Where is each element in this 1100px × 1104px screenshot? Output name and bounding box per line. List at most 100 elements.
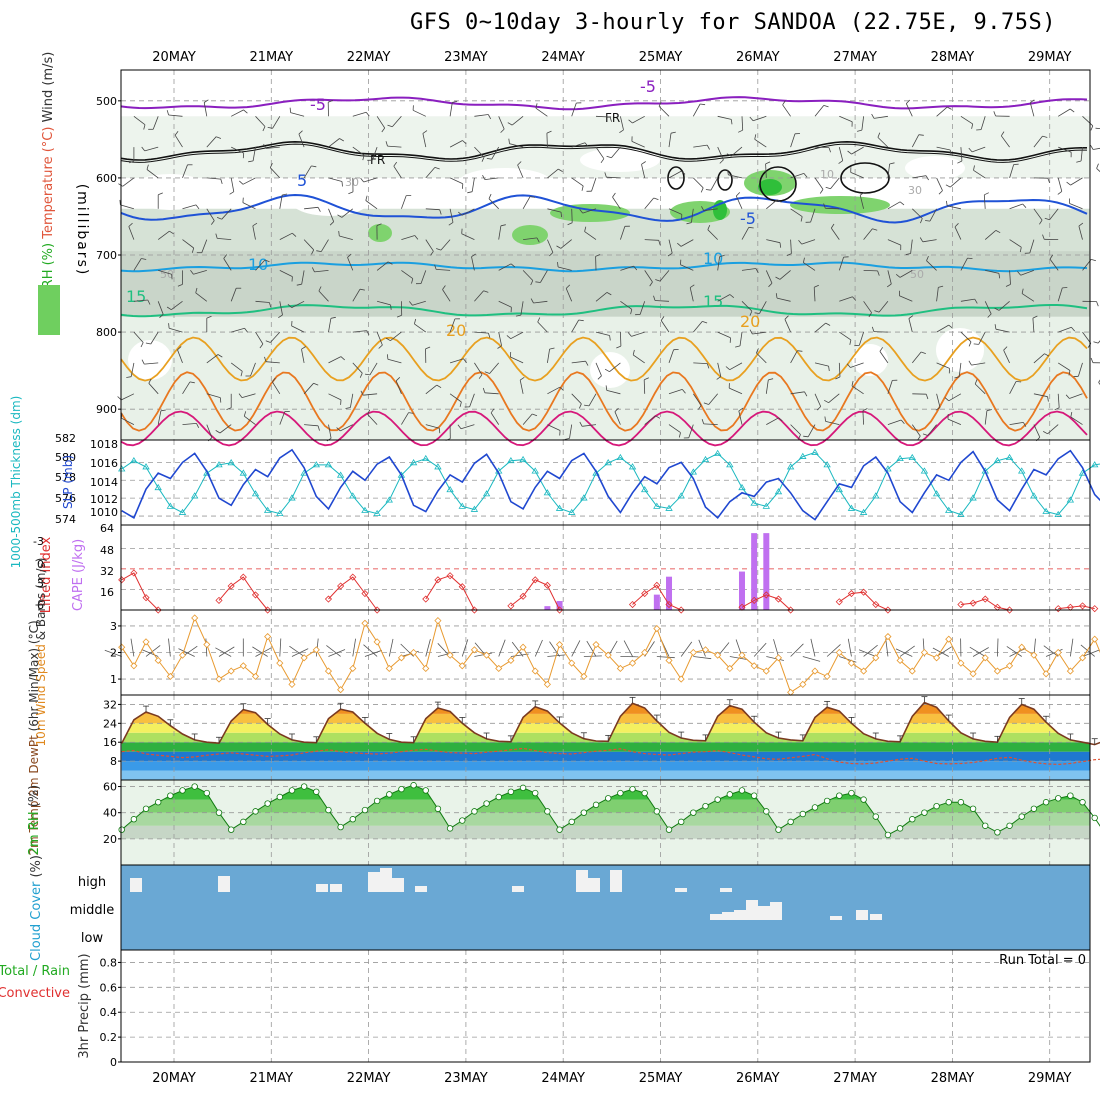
wind-barb-flag (1091, 145, 1094, 149)
rh-marker (1055, 796, 1061, 802)
rh-moist-patch (512, 225, 548, 245)
contour-label: 30 (908, 184, 922, 197)
wind-speed-marker (654, 626, 660, 632)
rh-marker (557, 827, 563, 833)
rh-marker (216, 810, 222, 816)
y-tick-label: 32 (100, 565, 114, 578)
lifted-index-line (219, 577, 268, 610)
wind-speed-marker (277, 660, 283, 666)
rh-marker (922, 810, 928, 816)
rh-marker (228, 827, 234, 833)
rh-marker (1043, 799, 1049, 805)
x-tick-label-top: 25MAY (639, 50, 683, 65)
wind-speed-marker (119, 644, 125, 650)
wind-barb (131, 639, 134, 657)
wind-barb-flag (120, 200, 121, 205)
wind-barb (681, 642, 692, 657)
wind-speed-marker (1092, 636, 1098, 642)
wind-barb-flag (1096, 128, 1100, 129)
rh-marker (253, 809, 259, 815)
y-axis-label-part: Temperature (°C) (41, 127, 56, 243)
cloud-high-bar (720, 888, 732, 892)
wind-barb-flag (968, 258, 973, 259)
rh-marker (1019, 814, 1025, 820)
contour-label: 50 (910, 268, 924, 281)
rh-marker (666, 827, 672, 833)
contour-label: -5 (740, 209, 756, 228)
x-tick-label-bottom: 22MAY (347, 1071, 391, 1086)
rh-marker (131, 816, 137, 822)
wind-barb (864, 270, 878, 271)
wind-barb (146, 645, 160, 656)
rh-marker (496, 794, 502, 800)
thickness-marker (423, 456, 429, 461)
rh-marker (593, 802, 599, 808)
y-tick-label: 900 (96, 403, 117, 416)
y-axis-label-part: (6hr Min/Max) (27, 648, 41, 735)
rh-marker (484, 801, 490, 807)
wind-speed-marker (131, 663, 137, 669)
wind-barb (1044, 646, 1058, 657)
x-tick-label-top: 22MAY (347, 50, 391, 65)
rh-marker (520, 785, 526, 791)
rh-marker (618, 790, 624, 796)
y-tick-label: 0.6 (100, 981, 118, 994)
rh-marker (277, 794, 283, 800)
contour-label: 15 (703, 292, 723, 311)
x-tick-label-bottom: 28MAY (931, 1071, 975, 1086)
wind-barb (142, 650, 159, 657)
wind-speed-marker (338, 687, 344, 693)
wind-barb-flag (1097, 164, 1099, 169)
rh-marker (447, 826, 453, 832)
wind-barb (774, 639, 779, 656)
y-tick-label: 64 (100, 522, 114, 535)
thickness-marker (520, 457, 526, 462)
x-tick-label-bottom: 25MAY (639, 1071, 683, 1086)
cloud-high-bar (368, 872, 380, 892)
wind-barb (997, 639, 998, 657)
rh-marker (459, 818, 465, 824)
contour-label: -5 (310, 95, 326, 114)
rh-marker (508, 789, 514, 795)
wind-speed-marker (1043, 671, 1049, 677)
rh-marker (472, 809, 478, 815)
wind-speed-marker (350, 665, 356, 671)
rh-marker (861, 797, 867, 803)
x-tick-label-bottom: 21MAY (250, 1071, 294, 1086)
rh-marker (1007, 823, 1013, 829)
y-tick-label: 0 (110, 1056, 117, 1069)
y-axis-label: 1000-500mb Thickness (dm) (9, 396, 23, 569)
wind-barb-flag (290, 108, 291, 113)
wind-barb (791, 644, 804, 657)
y-axis-label-part: (%) (27, 785, 42, 812)
y-tick-label: 3 (110, 620, 117, 633)
temp-band (121, 761, 1090, 770)
y-tick-label: low (81, 931, 104, 946)
wind-barb (219, 647, 234, 657)
y-tick-label: 0.8 (100, 956, 118, 969)
y-axis-label-part: (°C) (27, 620, 41, 648)
lifted-index-line (329, 577, 378, 610)
wind-speed-marker (1031, 652, 1037, 658)
rh-marker (703, 803, 709, 809)
rh-marker (411, 782, 417, 788)
rh-marker (739, 788, 745, 794)
rh-marker (642, 790, 648, 796)
y-tick-label: 1016 (90, 457, 118, 470)
rh-marker (751, 793, 757, 799)
wind-barb-flag (439, 428, 440, 433)
wind-barb (657, 656, 675, 657)
wind-barb-flag (169, 323, 170, 328)
wind-barb (754, 643, 766, 656)
rh-dry-pocket (459, 168, 551, 196)
precip-frame (121, 950, 1090, 1062)
wind-speed-marker (557, 642, 563, 648)
y-axis-label-part: (%) (29, 855, 44, 882)
contour-label: -5 (640, 77, 656, 96)
rh-marker (836, 793, 842, 799)
cloud-background (121, 865, 1090, 950)
temp-band (121, 695, 1090, 704)
wind-barb (572, 209, 573, 223)
cloud-high-bar (130, 878, 142, 892)
